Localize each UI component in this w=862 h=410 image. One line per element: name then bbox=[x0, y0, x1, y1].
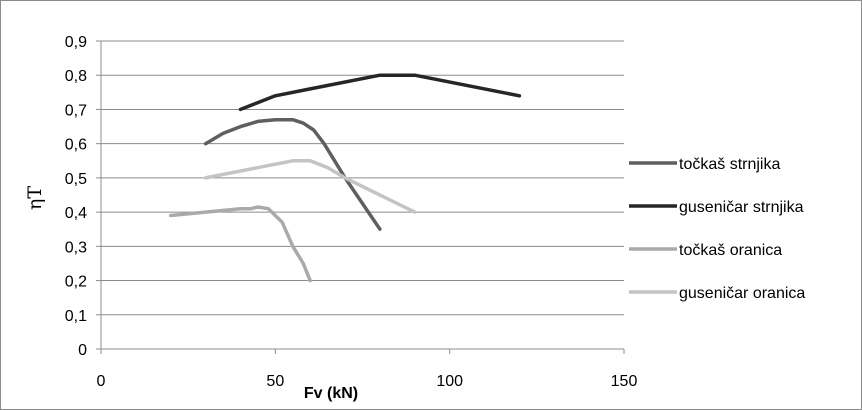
series-line-1 bbox=[203, 117, 382, 231]
legend-label-4: guseničar oranica bbox=[679, 285, 805, 302]
y-tick-labels: 0 0,1 0,2 0,3 0,4 0,5 0,6 0,7 0,8 0,9 bbox=[65, 34, 87, 359]
series-line-3 bbox=[168, 205, 312, 283]
x-tick-labels: 0 50 100 150 bbox=[97, 373, 638, 390]
axes bbox=[96, 40, 625, 354]
y-tick-label: 0,6 bbox=[65, 137, 87, 154]
series-lines bbox=[168, 73, 522, 283]
y-axis-title: ηT bbox=[24, 186, 46, 210]
legend-label-3: točkaš oranica bbox=[679, 242, 782, 259]
gridlines bbox=[101, 40, 624, 316]
y-tick-label: 0,8 bbox=[65, 68, 87, 85]
y-tick-label: 0,7 bbox=[65, 102, 87, 119]
legend-label-2: guseničar strnjika bbox=[679, 199, 804, 216]
y-tick-label: 0,3 bbox=[65, 239, 87, 256]
y-tick-label: 0,1 bbox=[65, 308, 87, 325]
x-axis-title: Fv (kN) bbox=[304, 385, 358, 402]
legend: točkaš strnjika guseničar strnjika točkaš … bbox=[629, 156, 805, 302]
x-tick-label: 0 bbox=[97, 373, 106, 390]
y-tick-label: 0,4 bbox=[65, 205, 87, 222]
y-tick-label: 0,5 bbox=[65, 171, 87, 188]
y-tick-label: 0 bbox=[78, 342, 87, 359]
y-tick-label: 0,9 bbox=[65, 34, 87, 51]
x-tick-label: 100 bbox=[436, 373, 463, 390]
y-tick-label: 0,2 bbox=[65, 274, 87, 291]
series-line-4 bbox=[203, 159, 417, 214]
legend-label-1: točkaš strnjika bbox=[679, 156, 780, 173]
x-tick-label: 50 bbox=[266, 373, 284, 390]
series-line-2 bbox=[238, 73, 522, 112]
x-tick-label: 150 bbox=[611, 373, 638, 390]
